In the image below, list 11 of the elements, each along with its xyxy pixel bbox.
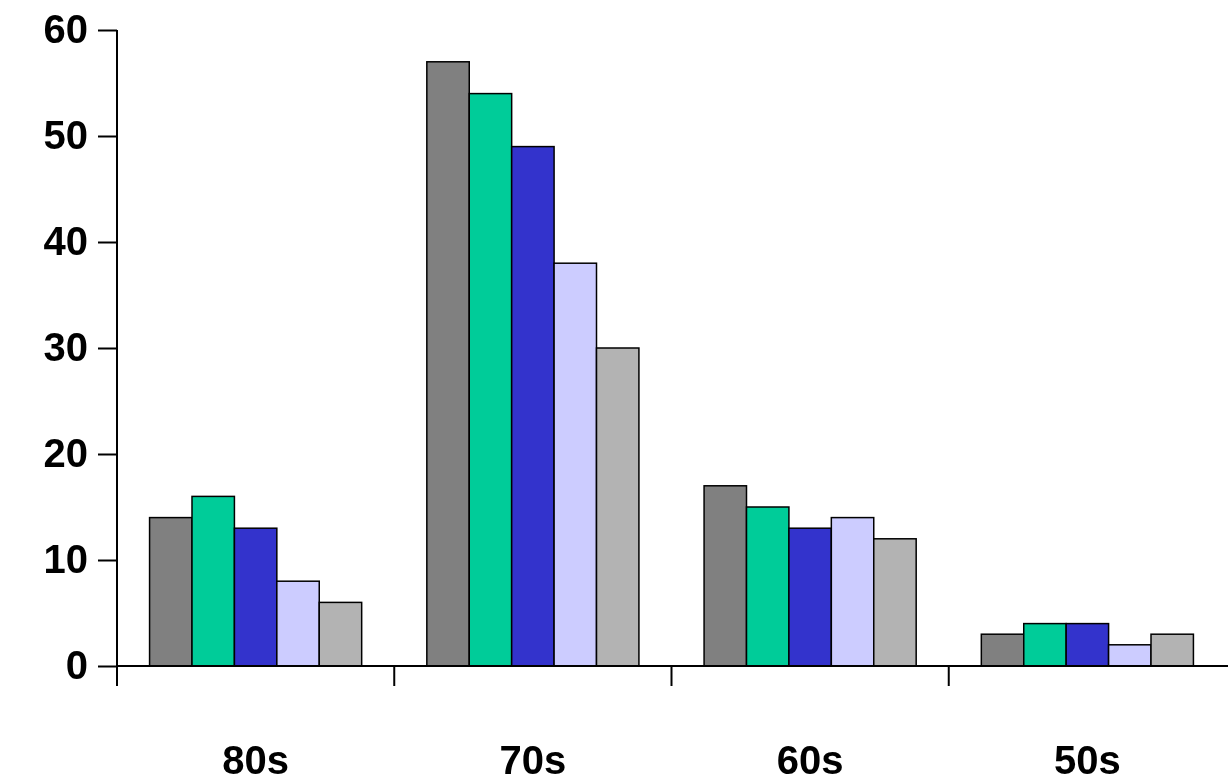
y-tick-label: 50 <box>43 113 88 158</box>
y-tick-label: 0 <box>65 643 88 688</box>
x-tick-label: 60s <box>776 738 844 781</box>
y-tick-label: 20 <box>43 431 88 476</box>
x-tick-label: 80s <box>222 738 289 781</box>
y-tick-label: 30 <box>43 325 88 370</box>
y-tick-label: 40 <box>43 219 88 264</box>
x-tick-label: 50s <box>1054 738 1121 781</box>
y-tick-label: 10 <box>43 537 88 582</box>
x-tick-label: 70s <box>499 738 567 781</box>
y-tick-label: 60 <box>43 7 88 52</box>
